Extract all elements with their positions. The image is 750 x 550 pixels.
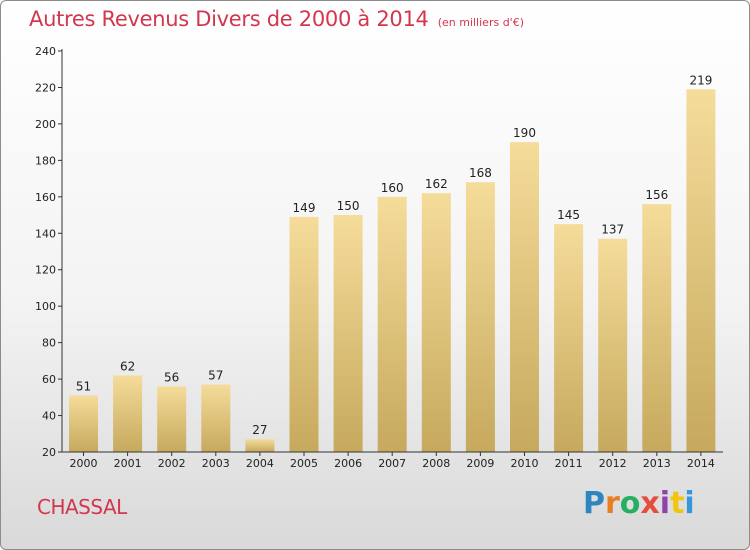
bar-value-label: 162 xyxy=(425,177,448,191)
bar xyxy=(333,215,363,452)
x-tick-label: 2003 xyxy=(202,457,230,470)
x-tick-label: 2000 xyxy=(70,457,98,470)
commune-name: CHASSAL xyxy=(37,495,127,519)
x-tick-label: 2006 xyxy=(334,457,362,470)
bar xyxy=(69,395,98,452)
chart-title: Autres Revenus Divers de 2000 à 2014 xyxy=(29,7,429,31)
y-tick-label: 240 xyxy=(35,45,56,58)
x-tick-label: 2007 xyxy=(378,457,406,470)
bar-value-label: 190 xyxy=(513,126,536,140)
y-tick-label: 80 xyxy=(42,337,56,350)
bar xyxy=(377,196,407,452)
bar-value-label: 62 xyxy=(120,359,135,373)
bar xyxy=(421,193,451,452)
x-tick-label: 2012 xyxy=(599,457,627,470)
x-tick-label: 2008 xyxy=(422,457,450,470)
bar-value-label: 56 xyxy=(164,370,179,384)
bar-value-label: 149 xyxy=(293,201,316,215)
y-tick-label: 180 xyxy=(35,154,56,167)
chart-title-block: Autres Revenus Divers de 2000 à 2014 (en… xyxy=(29,7,524,31)
bar xyxy=(598,238,628,452)
logo-letter: t xyxy=(670,486,685,521)
logo-letter: i xyxy=(684,486,695,521)
bar xyxy=(245,439,275,452)
x-tick-label: 2011 xyxy=(555,457,583,470)
chart-subtitle: (en milliers d'€) xyxy=(437,16,524,29)
bar xyxy=(157,386,187,452)
bar xyxy=(201,384,231,452)
bar-value-label: 145 xyxy=(557,208,580,222)
bar xyxy=(289,216,319,452)
y-tick-label: 120 xyxy=(35,264,56,277)
bar xyxy=(113,375,143,452)
x-tick-label: 2005 xyxy=(290,457,318,470)
y-tick-label: 140 xyxy=(35,227,56,240)
x-tick-label: 2002 xyxy=(158,457,186,470)
bar-value-label: 27 xyxy=(252,423,267,437)
logo-letter: i xyxy=(659,486,671,521)
bar xyxy=(510,142,539,453)
logo-letter: P xyxy=(583,486,605,521)
logo-letter: o xyxy=(619,486,641,521)
bar-value-label: 156 xyxy=(645,188,668,202)
x-tick-label: 2014 xyxy=(687,457,715,470)
x-tick-label: 2013 xyxy=(643,457,671,470)
bar-value-label: 168 xyxy=(469,166,492,180)
x-tick-label: 2010 xyxy=(511,457,539,470)
bar xyxy=(554,224,584,452)
bar-value-label: 51 xyxy=(76,379,91,393)
y-tick-label: 20 xyxy=(42,446,56,459)
y-tick-label: 100 xyxy=(35,300,56,313)
x-tick-label: 2004 xyxy=(246,457,274,470)
y-tick-label: 220 xyxy=(35,81,56,94)
x-tick-label: 2001 xyxy=(114,457,142,470)
y-tick-label: 160 xyxy=(35,191,56,204)
bar xyxy=(686,89,716,452)
y-tick-label: 40 xyxy=(42,410,56,423)
y-tick-label: 60 xyxy=(42,373,56,386)
bar-value-label: 160 xyxy=(381,181,404,195)
y-tick-label: 200 xyxy=(35,118,56,131)
bar-value-label: 150 xyxy=(337,199,360,213)
proxiti-logo[interactable]: Proxiti xyxy=(583,486,695,521)
bar xyxy=(642,204,672,452)
bar xyxy=(465,182,495,452)
logo-letter: r xyxy=(605,486,620,521)
x-tick-label: 2009 xyxy=(466,457,494,470)
bar-value-label: 57 xyxy=(208,369,223,383)
bar-value-label: 137 xyxy=(601,223,624,237)
bar-value-label: 219 xyxy=(689,73,712,87)
logo-letter: x xyxy=(640,486,660,521)
